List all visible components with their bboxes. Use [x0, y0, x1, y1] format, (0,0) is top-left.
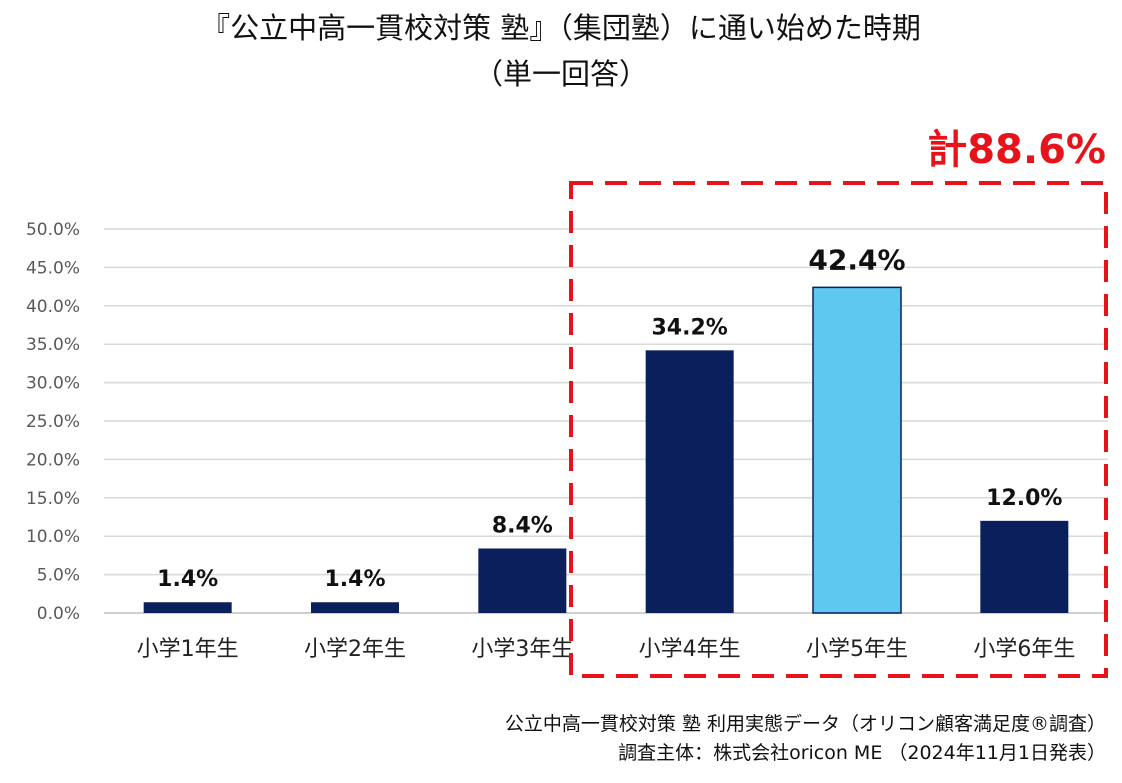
category-label: 小学2年生	[304, 637, 406, 662]
y-tick-label: 25.0%	[26, 412, 80, 432]
category-label: 小学1年生	[137, 637, 239, 662]
category-label: 小学4年生	[639, 637, 741, 662]
y-tick-label: 5.0%	[37, 566, 80, 586]
highlight-box	[569, 181, 1108, 678]
bar	[980, 520, 1069, 613]
y-tick-label: 45.0%	[26, 258, 80, 278]
bar	[311, 602, 399, 613]
bar	[812, 286, 902, 614]
y-tick-label: 15.0%	[26, 489, 80, 509]
y-tick-label: 10.0%	[26, 527, 80, 547]
data-label: 12.0%	[986, 486, 1062, 511]
y-tick-label: 50.0%	[26, 220, 80, 240]
y-tick-label: 0.0%	[37, 604, 80, 624]
category-label: 小学6年生	[973, 637, 1075, 662]
data-label: 42.4%	[808, 243, 905, 276]
bar	[143, 602, 232, 613]
survey-owner-note: 調査主体：株式会社oricon ME （2024年11月1日発表）	[618, 742, 1106, 764]
chart-title: 『公立中高一貫校対策 塾』（集団塾）に通い始めた時期	[201, 11, 921, 45]
category-label: 小学5年生	[806, 637, 908, 662]
bar	[478, 548, 567, 613]
data-label: 1.4%	[324, 567, 385, 592]
data-label: 8.4%	[492, 513, 553, 538]
y-tick-label: 40.0%	[26, 297, 80, 317]
total-annotation: 計88.6%	[927, 127, 1106, 173]
category-label: 小学3年生	[471, 637, 573, 662]
y-tick-label: 20.0%	[26, 450, 80, 470]
source-note: 公立中高一貫校対策 塾 利用実態データ（オリコン顧客満足度®調査）	[504, 713, 1106, 735]
bar	[645, 350, 734, 613]
data-label: 1.4%	[157, 567, 218, 592]
y-tick-label: 35.0%	[26, 335, 80, 355]
chart-subtitle: （単一回答）	[473, 57, 648, 91]
y-tick-label: 30.0%	[26, 374, 80, 394]
data-label: 34.2%	[652, 315, 728, 340]
